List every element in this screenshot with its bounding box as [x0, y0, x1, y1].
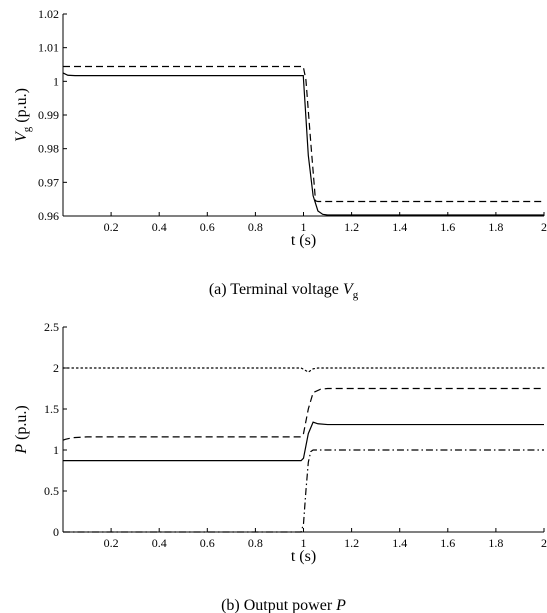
x-tick-label: 1.6: [440, 220, 455, 234]
y-tick-label: 1.5: [44, 402, 59, 416]
y-tick-label: 2: [53, 361, 59, 375]
x-tick-label: 1.2: [344, 220, 359, 234]
x-tick-label: 0.8: [248, 536, 263, 550]
caption-subscript: g: [353, 289, 359, 301]
x-tick-label: 1.8: [488, 220, 503, 234]
x-tick-label: 2: [541, 220, 547, 234]
panel-caption: (b) Output power P: [221, 597, 346, 613]
y-axis-label-unit: (p.u.): [13, 405, 30, 444]
y-tick-label: 0.5: [44, 484, 59, 498]
y-axis-label-symbol: V: [13, 130, 30, 142]
y-tick-label: 1: [53, 443, 59, 457]
x-tick-label: 0.4: [152, 536, 167, 550]
panel-output-power: 0.2 0.4 0.6 0.8 1 1.2 1.4 1.6 1.8 2 0 0.5 1 1.5 2 2.5 t …: [13, 320, 547, 613]
series-line-0-1: [63, 65, 544, 203]
y-tick-label: 0.96: [38, 209, 59, 223]
y-axis-label-symbol: P: [13, 444, 30, 455]
x-tick-label: 1.8: [488, 536, 503, 550]
series-line-1-2: [63, 421, 544, 462]
x-tick-label: 0.8: [248, 220, 263, 234]
y-axis-label-subscript: g: [21, 126, 33, 132]
panel-terminal-voltage: 0.2 0.4 0.6 0.8 1 1.2 1.4 1.6 1.8 2 0.96 0.97 0.98 0.…: [13, 7, 547, 301]
x-tick-label: 1.2: [344, 536, 359, 550]
x-tick-label: 1: [301, 536, 307, 550]
y-axis-label-unit: (p.u.): [13, 88, 30, 127]
y-axis-label: Vg (p.u.): [13, 88, 33, 142]
x-tick-label: 1: [301, 220, 307, 234]
x-tick-label: 0.4: [152, 220, 167, 234]
series-line-0-0: [62, 72, 544, 216]
series-line-1-0: [62, 367, 545, 373]
y-tick-label: 2.5: [44, 320, 59, 334]
caption-text: (b) Output power: [221, 597, 336, 613]
y-tick-label: 0.99: [38, 108, 59, 122]
y-axis-label: P (p.u.): [13, 405, 30, 454]
x-tick-label: 1.4: [392, 536, 407, 550]
x-tick-label: 0.2: [104, 220, 119, 234]
panel-caption: (a) Terminal voltage Vg: [209, 281, 359, 301]
y-tick-label: 0.97: [38, 175, 59, 189]
x-tick-label: 1.6: [440, 536, 455, 550]
y-tick-label: 1.02: [38, 7, 59, 21]
y-tick-label: 0: [53, 525, 59, 539]
x-axis-label: t (s): [291, 548, 316, 565]
series-line-1-1: [62, 387, 544, 441]
y-tick-label: 0.98: [38, 142, 59, 156]
series-line-1-3: [63, 449, 544, 533]
x-tick-label: 0.6: [200, 220, 215, 234]
x-axis-label: t (s): [291, 232, 316, 249]
x-tick-label: 0.6: [200, 536, 215, 550]
caption-symbol: V: [343, 281, 355, 298]
x-tick-label: 1.4: [392, 220, 407, 234]
y-tick-label: 1: [53, 74, 59, 88]
x-tick-label: 0.2: [104, 536, 119, 550]
x-tick-label: 2: [541, 536, 547, 550]
caption-symbol: P: [335, 597, 346, 613]
y-tick-label: 1.01: [38, 41, 59, 55]
caption-text: (a) Terminal voltage: [209, 281, 343, 298]
